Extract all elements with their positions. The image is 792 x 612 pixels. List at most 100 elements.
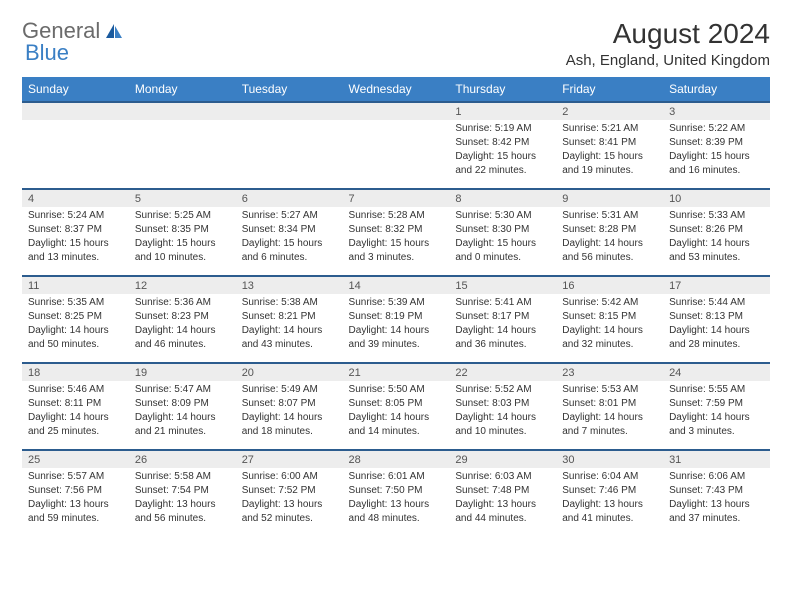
day-data-row: Sunrise: 5:19 AMSunset: 8:42 PMDaylight:… xyxy=(22,120,770,189)
sunset-text: Sunset: 8:42 PM xyxy=(455,136,550,150)
daylight-text: Daylight: 15 hours and 19 minutes. xyxy=(562,150,657,178)
logo-line2: Blue xyxy=(25,40,69,66)
daylight-text: Daylight: 15 hours and 10 minutes. xyxy=(135,237,230,265)
day-cell: Sunrise: 5:30 AMSunset: 8:30 PMDaylight:… xyxy=(449,207,556,276)
day-cell: Sunrise: 5:58 AMSunset: 7:54 PMDaylight:… xyxy=(129,468,236,536)
daylight-text: Daylight: 14 hours and 21 minutes. xyxy=(135,411,230,439)
day-number: 19 xyxy=(129,363,236,381)
day-number xyxy=(22,102,129,120)
daylight-text: Daylight: 15 hours and 22 minutes. xyxy=(455,150,550,178)
day-number-row: 123 xyxy=(22,102,770,120)
sunset-text: Sunset: 8:05 PM xyxy=(349,397,444,411)
sunrise-text: Sunrise: 5:30 AM xyxy=(455,209,550,223)
day-number: 17 xyxy=(663,276,770,294)
sunrise-text: Sunrise: 5:28 AM xyxy=(349,209,444,223)
daylight-text: Daylight: 14 hours and 10 minutes. xyxy=(455,411,550,439)
day-number: 4 xyxy=(22,189,129,207)
daylight-text: Daylight: 13 hours and 37 minutes. xyxy=(669,498,764,526)
day-cell xyxy=(129,120,236,189)
day-number-row: 45678910 xyxy=(22,189,770,207)
day-number: 23 xyxy=(556,363,663,381)
day-cell: Sunrise: 5:39 AMSunset: 8:19 PMDaylight:… xyxy=(343,294,450,363)
day-cell: Sunrise: 5:52 AMSunset: 8:03 PMDaylight:… xyxy=(449,381,556,450)
day-number: 1 xyxy=(449,102,556,120)
sunset-text: Sunset: 8:15 PM xyxy=(562,310,657,324)
sunrise-text: Sunrise: 5:27 AM xyxy=(242,209,337,223)
day-cell: Sunrise: 5:35 AMSunset: 8:25 PMDaylight:… xyxy=(22,294,129,363)
day-number: 16 xyxy=(556,276,663,294)
weekday-header: Tuesday xyxy=(236,77,343,102)
location: Ash, England, United Kingdom xyxy=(566,52,770,69)
daylight-text: Daylight: 13 hours and 56 minutes. xyxy=(135,498,230,526)
sunrise-text: Sunrise: 5:24 AM xyxy=(28,209,123,223)
sunset-text: Sunset: 7:48 PM xyxy=(455,484,550,498)
day-number: 8 xyxy=(449,189,556,207)
sunset-text: Sunset: 8:23 PM xyxy=(135,310,230,324)
sunrise-text: Sunrise: 5:25 AM xyxy=(135,209,230,223)
day-number: 20 xyxy=(236,363,343,381)
day-cell: Sunrise: 5:53 AMSunset: 8:01 PMDaylight:… xyxy=(556,381,663,450)
sunset-text: Sunset: 8:30 PM xyxy=(455,223,550,237)
sunset-text: Sunset: 8:25 PM xyxy=(28,310,123,324)
daylight-text: Daylight: 14 hours and 43 minutes. xyxy=(242,324,337,352)
sunset-text: Sunset: 7:59 PM xyxy=(669,397,764,411)
day-number: 2 xyxy=(556,102,663,120)
day-number: 5 xyxy=(129,189,236,207)
day-number xyxy=(343,102,450,120)
day-number: 27 xyxy=(236,450,343,468)
day-number: 3 xyxy=(663,102,770,120)
weekday-header: Saturday xyxy=(663,77,770,102)
sunrise-text: Sunrise: 5:39 AM xyxy=(349,296,444,310)
day-number: 11 xyxy=(22,276,129,294)
day-cell: Sunrise: 5:36 AMSunset: 8:23 PMDaylight:… xyxy=(129,294,236,363)
daylight-text: Daylight: 14 hours and 14 minutes. xyxy=(349,411,444,439)
weekday-header: Monday xyxy=(129,77,236,102)
day-number: 26 xyxy=(129,450,236,468)
day-number: 10 xyxy=(663,189,770,207)
day-number: 30 xyxy=(556,450,663,468)
day-number: 21 xyxy=(343,363,450,381)
sunset-text: Sunset: 7:54 PM xyxy=(135,484,230,498)
day-cell: Sunrise: 5:49 AMSunset: 8:07 PMDaylight:… xyxy=(236,381,343,450)
daylight-text: Daylight: 15 hours and 13 minutes. xyxy=(28,237,123,265)
day-number: 24 xyxy=(663,363,770,381)
daylight-text: Daylight: 14 hours and 46 minutes. xyxy=(135,324,230,352)
day-number xyxy=(236,102,343,120)
sunrise-text: Sunrise: 5:38 AM xyxy=(242,296,337,310)
day-number-row: 11121314151617 xyxy=(22,276,770,294)
daylight-text: Daylight: 14 hours and 56 minutes. xyxy=(562,237,657,265)
sunset-text: Sunset: 8:21 PM xyxy=(242,310,337,324)
daylight-text: Daylight: 14 hours and 53 minutes. xyxy=(669,237,764,265)
sunset-text: Sunset: 8:34 PM xyxy=(242,223,337,237)
day-cell: Sunrise: 5:47 AMSunset: 8:09 PMDaylight:… xyxy=(129,381,236,450)
day-cell: Sunrise: 6:01 AMSunset: 7:50 PMDaylight:… xyxy=(343,468,450,536)
sunset-text: Sunset: 8:13 PM xyxy=(669,310,764,324)
calendar-table: SundayMondayTuesdayWednesdayThursdayFrid… xyxy=(22,77,770,536)
sunrise-text: Sunrise: 5:55 AM xyxy=(669,383,764,397)
sunrise-text: Sunrise: 5:49 AM xyxy=(242,383,337,397)
sunset-text: Sunset: 7:46 PM xyxy=(562,484,657,498)
day-cell: Sunrise: 5:57 AMSunset: 7:56 PMDaylight:… xyxy=(22,468,129,536)
sunrise-text: Sunrise: 5:44 AM xyxy=(669,296,764,310)
daylight-text: Daylight: 14 hours and 32 minutes. xyxy=(562,324,657,352)
calendar-body: 123Sunrise: 5:19 AMSunset: 8:42 PMDaylig… xyxy=(22,102,770,536)
sunset-text: Sunset: 8:17 PM xyxy=(455,310,550,324)
day-number: 6 xyxy=(236,189,343,207)
daylight-text: Daylight: 14 hours and 39 minutes. xyxy=(349,324,444,352)
header: General August 2024 Ash, England, United… xyxy=(22,18,770,69)
daylight-text: Daylight: 14 hours and 25 minutes. xyxy=(28,411,123,439)
day-cell: Sunrise: 6:03 AMSunset: 7:48 PMDaylight:… xyxy=(449,468,556,536)
daylight-text: Daylight: 14 hours and 28 minutes. xyxy=(669,324,764,352)
daylight-text: Daylight: 13 hours and 41 minutes. xyxy=(562,498,657,526)
day-number: 7 xyxy=(343,189,450,207)
daylight-text: Daylight: 15 hours and 3 minutes. xyxy=(349,237,444,265)
sunset-text: Sunset: 8:03 PM xyxy=(455,397,550,411)
month-title: August 2024 xyxy=(566,18,770,50)
sunrise-text: Sunrise: 5:21 AM xyxy=(562,122,657,136)
day-cell: Sunrise: 5:31 AMSunset: 8:28 PMDaylight:… xyxy=(556,207,663,276)
day-cell: Sunrise: 5:38 AMSunset: 8:21 PMDaylight:… xyxy=(236,294,343,363)
day-cell xyxy=(236,120,343,189)
sunset-text: Sunset: 8:09 PM xyxy=(135,397,230,411)
day-cell: Sunrise: 5:28 AMSunset: 8:32 PMDaylight:… xyxy=(343,207,450,276)
day-number-row: 25262728293031 xyxy=(22,450,770,468)
